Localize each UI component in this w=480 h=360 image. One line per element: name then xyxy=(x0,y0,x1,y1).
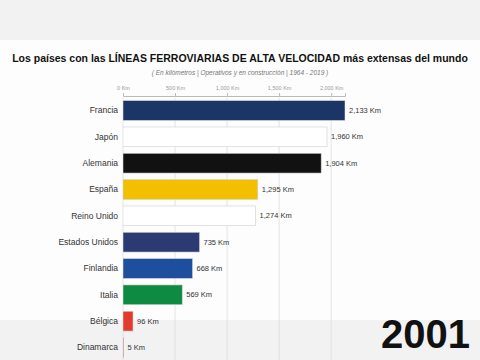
bar xyxy=(123,101,345,121)
tick: 2,000 Km xyxy=(320,85,344,96)
data-label: 668 Km xyxy=(197,264,223,273)
data-label: 96 Km xyxy=(137,317,159,326)
data-label: 5 Km xyxy=(128,343,146,352)
tick-label: 1,500 Km xyxy=(268,85,292,91)
category-label: Dinamarca xyxy=(77,342,118,352)
tick: España xyxy=(89,184,118,194)
tick: 0 Km xyxy=(117,85,130,96)
tick-mark xyxy=(175,93,176,96)
category-label: Italia xyxy=(100,290,118,300)
tick: Estados Unidos xyxy=(58,237,118,247)
data-label: 569 Km xyxy=(186,290,212,299)
tick-mark xyxy=(331,93,332,96)
bars xyxy=(123,101,345,358)
tick: 500 Km xyxy=(166,85,185,96)
category-label: Japón xyxy=(95,132,118,142)
title: Los países con las LÍNEAS FERROVIARIAS D… xyxy=(12,52,468,64)
category-label: Reino Unido xyxy=(71,211,118,221)
chart: Los países con las LÍNEAS FERROVIARIAS D… xyxy=(0,0,480,360)
tick-mark xyxy=(227,93,228,96)
y-axis: Francia Japón Alemania España Reino Unido Est… xyxy=(58,105,118,352)
bar xyxy=(123,285,182,305)
category-label: Estados Unidos xyxy=(58,237,118,247)
data-label: 1,960 Km xyxy=(331,132,363,141)
bar xyxy=(123,127,327,147)
tick: Japón xyxy=(95,132,118,142)
bar xyxy=(123,311,133,331)
tick-label: 0 Km xyxy=(117,85,130,91)
panel xyxy=(0,40,480,320)
background xyxy=(0,0,480,360)
bar xyxy=(123,206,256,226)
data-label: 735 Km xyxy=(203,238,229,247)
tick: 1,500 Km xyxy=(268,85,292,96)
tick: Alemania xyxy=(83,158,119,168)
data-labels: 2,133 Km 1,960 Km 1,904 Km 1,295 Km 1,274 Km… xyxy=(128,106,382,352)
bar xyxy=(123,232,199,252)
bar xyxy=(123,259,193,279)
data-label: 1,295 Km xyxy=(262,185,294,194)
tick-mark xyxy=(279,93,280,96)
x-axis: 0 Km 500 Km 1,000 Km 1,500 Km 2,000 Km xyxy=(117,85,345,97)
category-label: Bélgica xyxy=(90,316,118,326)
category-label: Francia xyxy=(90,105,119,115)
tick-label: 2,000 Km xyxy=(320,85,344,91)
grid xyxy=(123,98,331,360)
year-label: 2001 xyxy=(381,312,470,356)
bar xyxy=(123,153,321,173)
category-label: Alemania xyxy=(83,158,119,168)
category-label: Finlandia xyxy=(84,263,119,273)
tick: Francia xyxy=(90,105,119,115)
tick: 1,000 Km xyxy=(216,85,240,96)
data-label: 1,904 Km xyxy=(325,159,357,168)
bar xyxy=(123,180,258,200)
subtitle: ( En kilómetros | Operativos y en constr… xyxy=(152,69,328,77)
category-label: España xyxy=(89,184,118,194)
axis-line xyxy=(124,93,346,97)
tick-label: 500 Km xyxy=(166,85,185,91)
tick: Bélgica xyxy=(90,316,118,326)
tick: Reino Unido xyxy=(71,211,118,221)
tick: Finlandia xyxy=(84,263,119,273)
tick-label: 1,000 Km xyxy=(216,85,240,91)
tick: Italia xyxy=(100,290,118,300)
bar xyxy=(123,338,124,358)
data-label: 1,274 Km xyxy=(260,211,292,220)
tick-mark xyxy=(123,93,124,96)
tick: Dinamarca xyxy=(77,342,118,352)
data-label: 2,133 Km xyxy=(349,106,381,115)
